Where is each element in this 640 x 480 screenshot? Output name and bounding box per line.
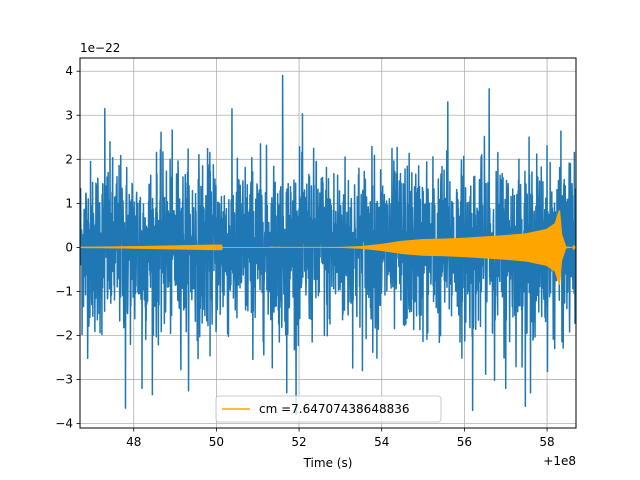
- y-tick-label: 0: [65, 240, 73, 254]
- plot-frame: [79, 57, 577, 429]
- series-line-noise: [80, 74, 576, 416]
- x-axis: 48 50 52 54 56 58: [126, 428, 555, 449]
- x-axis-label: Time (s): [303, 456, 353, 470]
- x-tick-label: 52: [291, 435, 306, 449]
- x-tick-label: 54: [374, 435, 389, 449]
- x-tick-label: 58: [539, 435, 554, 449]
- legend-box: [215, 395, 442, 423]
- y-tick-label: 2: [65, 152, 73, 166]
- x-tick-label: 50: [209, 435, 224, 449]
- y-tick-label: −2: [55, 329, 73, 343]
- series-line-chirp: [80, 210, 576, 285]
- y-tick-label: 4: [65, 64, 73, 78]
- y-axis: −4 −3 −2 −1 0 1 2 3 4: [55, 64, 80, 431]
- y-tick-label: −3: [55, 373, 73, 387]
- y-tick-label: 1: [65, 196, 73, 210]
- legend-label-chirp: cm =7.64707438648836: [259, 402, 410, 416]
- x-tick-label: 56: [457, 435, 472, 449]
- x-offset-text: +1e8: [543, 454, 576, 468]
- y-scale-text: 1e−22: [80, 41, 120, 55]
- series-layer: [80, 74, 576, 416]
- x-tick-label: 48: [126, 435, 141, 449]
- legend: cm =7.64707438648836: [215, 395, 442, 423]
- y-tick-label: −4: [55, 417, 73, 431]
- y-tick-label: 3: [65, 108, 73, 122]
- y-tick-label: −1: [55, 284, 73, 298]
